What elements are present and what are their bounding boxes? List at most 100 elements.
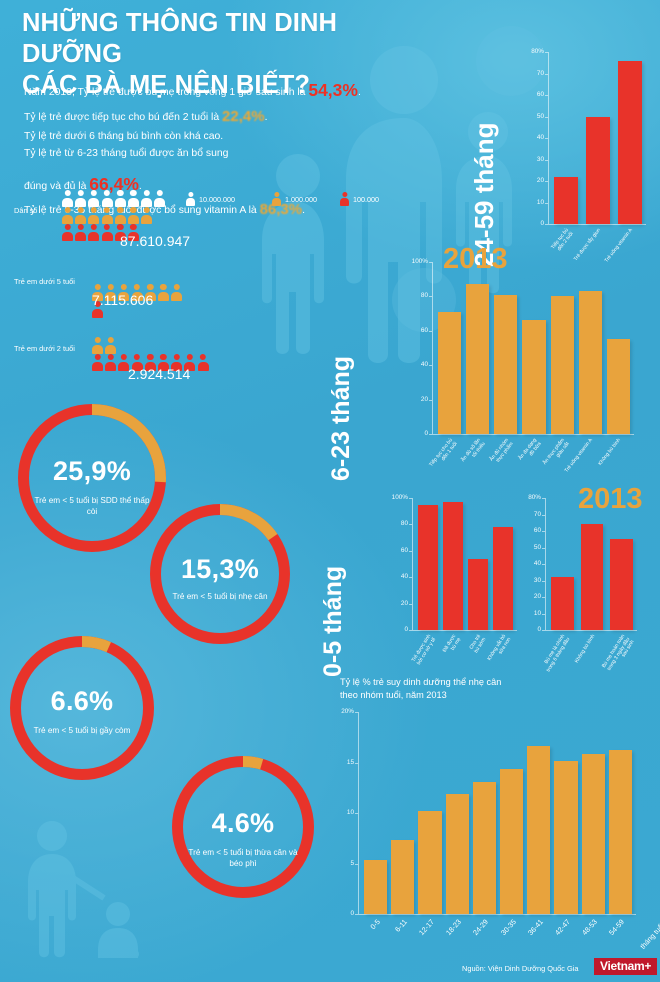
person-icon xyxy=(114,207,126,224)
y-axis-tick-label: 50 xyxy=(536,112,544,120)
y-axis-tick-label: 70 xyxy=(536,69,544,77)
x-axis-tick-label: Bú mẹ hoàn toàn trong 3 ngày đầu sau sinh xyxy=(600,633,636,672)
y-axis-tick-mark xyxy=(545,116,548,118)
y-axis-tick-mark xyxy=(545,224,548,225)
y-axis-line xyxy=(412,498,413,630)
y-axis-tick-mark xyxy=(542,564,545,565)
pictogram-figure-row xyxy=(92,301,103,318)
y-axis-line xyxy=(358,712,359,914)
person-icon xyxy=(101,190,113,207)
y-axis-line xyxy=(545,498,546,630)
person-icon xyxy=(75,207,87,224)
donut-percent-value: 4.6% xyxy=(211,808,275,838)
bar xyxy=(554,176,578,224)
y-axis-tick-label: 30 xyxy=(533,576,541,584)
person-icon xyxy=(62,207,73,224)
y-axis-tick-mark xyxy=(409,630,412,631)
page-title: NHỮNG THÔNG TIN DINH DƯỠNG CÁC BÀ MẸ NÊN… xyxy=(22,8,442,101)
bar xyxy=(466,284,490,434)
person-icon xyxy=(105,284,117,301)
pictogram-row-value: 87.610.947 xyxy=(120,233,191,249)
donut-caption: Trẻ em < 5 tuổi bị thừa cân và béo phì xyxy=(188,848,298,868)
y-axis-tick-mark xyxy=(409,550,412,552)
y-axis-tick-mark xyxy=(429,399,432,401)
intro-line-4: đúng và đủ là 66,4%. xyxy=(24,173,142,194)
person-icon xyxy=(88,190,100,207)
person-icon xyxy=(105,337,117,354)
y-axis-tick-label: 5 xyxy=(350,859,354,867)
person-icon xyxy=(171,284,183,301)
vietnamplus-logo: Vietnam+ xyxy=(594,958,658,975)
y-axis-tick-label: 0 xyxy=(540,220,544,227)
y-axis-tick-label: 20 xyxy=(536,177,544,184)
bar xyxy=(522,320,546,434)
pictogram-figure-row xyxy=(62,207,153,224)
donut-chart: 4.6% Trẻ em < 5 tuổi bị thừa cân và béo p… xyxy=(172,756,314,898)
y-axis-tick-mark xyxy=(355,762,358,764)
y-axis-tick-mark xyxy=(542,514,545,516)
y-axis-tick-mark xyxy=(409,498,412,499)
person-icon xyxy=(272,192,281,206)
y-axis-tick-label: 10 xyxy=(533,609,541,617)
person-icon xyxy=(92,337,103,354)
y-axis-tick-label: 60 xyxy=(400,546,408,554)
person-icon xyxy=(186,192,195,206)
y-axis-tick-mark xyxy=(545,202,548,204)
person-icon xyxy=(141,207,153,224)
person-icon xyxy=(144,284,156,301)
bar xyxy=(527,746,551,914)
pictogram-legend-item: 100.000 xyxy=(340,192,379,206)
y-axis-tick-label: 100% xyxy=(411,258,428,265)
bar xyxy=(364,860,388,914)
y-axis-tick-mark xyxy=(355,813,358,814)
y-axis-tick-label: 15 xyxy=(346,758,354,766)
person-icon xyxy=(141,190,153,207)
y-axis-tick-label: 20 xyxy=(420,395,428,403)
pictogram-row-value: 2.924.514 xyxy=(128,366,191,382)
donut-ring xyxy=(18,404,166,552)
y-axis-tick-label: 80% xyxy=(528,494,541,501)
y-axis-tick-label: 0 xyxy=(424,430,428,437)
y-axis-tick-label: 0 xyxy=(537,626,541,633)
y-axis-tick-label: 20 xyxy=(533,593,541,600)
y-axis-tick-mark xyxy=(542,531,545,532)
y-axis-tick-mark xyxy=(545,73,548,75)
y-axis-tick-label: 80 xyxy=(400,520,408,528)
bar-chart-chart-0-5-a: 0 20 40 60 80 100% Trẻ được sinh bởi cơ sở y tế… xyxy=(392,494,517,666)
y-axis-tick-label: 60 xyxy=(536,91,544,98)
person-icon xyxy=(75,190,87,207)
y-axis-tick-mark xyxy=(429,296,432,298)
bar xyxy=(554,761,578,914)
y-axis-tick-label: 20% xyxy=(341,708,354,715)
x-axis-line xyxy=(545,630,637,631)
family-watermark-illustration xyxy=(262,46,512,363)
donut-chart: 6.6% Trẻ em < 5 tuổi bị gầy còm xyxy=(10,636,154,780)
bar xyxy=(578,291,602,434)
person-icon xyxy=(114,190,126,207)
y-axis-tick-label: 80 xyxy=(420,292,428,300)
pictogram-figure-row xyxy=(92,284,183,301)
y-axis-tick-label: 40 xyxy=(536,134,544,141)
pictogram-row-label: Trẻ em dưới 5 tuổi xyxy=(14,277,75,286)
donut-ring xyxy=(10,636,154,780)
person-icon xyxy=(114,224,126,241)
y-axis-tick-label: 40 xyxy=(420,361,428,369)
y-axis-tick-label: 0 xyxy=(404,626,408,633)
intro-line-2: Tỷ lệ trẻ dưới 6 tháng bú bình còn khá c… xyxy=(24,130,224,142)
decor-circle-a xyxy=(476,26,546,96)
intro-line-5: Tỷ lệ trẻ 6-35 tháng tuổi được bổ sung v… xyxy=(24,201,306,219)
y-axis-tick-mark xyxy=(409,603,412,605)
person-icon xyxy=(75,224,87,241)
person-icon xyxy=(157,354,169,371)
bar xyxy=(618,60,642,224)
y-axis-tick-mark xyxy=(542,498,545,499)
person-icon xyxy=(118,354,130,371)
bar-chart-chart-6-23: 0 20 40 60 80 100% Tiếp tục cho bú đến 1 tuổi Ăn… xyxy=(412,258,634,474)
y-axis-tick-mark xyxy=(542,547,545,549)
person-icon xyxy=(92,354,103,371)
bar-chart-chart-24-59: 0 10 20 30 40 50 60 70 80% Tiếp tục bú đến 2 tuổi T… xyxy=(531,48,646,264)
x-axis-line xyxy=(432,434,634,435)
y-axis-tick-mark xyxy=(542,580,545,582)
y-axis-tick-label: 70 xyxy=(533,510,541,518)
